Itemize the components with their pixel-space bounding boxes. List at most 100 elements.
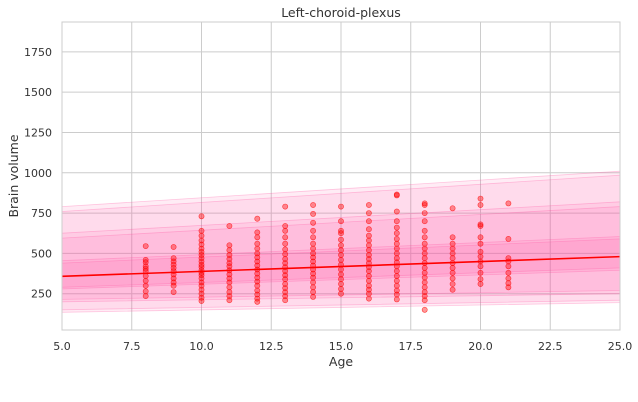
data-point xyxy=(310,219,316,226)
data-point xyxy=(338,281,344,287)
data-point xyxy=(254,270,261,277)
data-point xyxy=(393,245,400,252)
data-point xyxy=(338,227,344,234)
data-point xyxy=(282,223,289,229)
data-point xyxy=(449,240,456,247)
data-point xyxy=(449,255,456,262)
data-point xyxy=(421,264,428,271)
data-point xyxy=(477,234,484,241)
data-point xyxy=(365,226,372,233)
data-point xyxy=(338,290,344,297)
data-point xyxy=(198,237,205,244)
data-point xyxy=(365,256,372,262)
data-point xyxy=(254,274,261,281)
y-tick-label: 250 xyxy=(31,288,52,301)
data-point xyxy=(170,255,177,262)
data-point xyxy=(254,282,261,289)
data-point xyxy=(282,256,289,262)
data-point xyxy=(254,291,261,298)
data-point xyxy=(421,269,428,276)
data-point xyxy=(393,291,400,298)
data-point xyxy=(198,252,205,258)
data-point xyxy=(421,202,428,208)
data-point xyxy=(254,298,261,305)
data-point xyxy=(142,288,149,295)
data-point xyxy=(142,256,149,263)
data-point xyxy=(449,234,456,241)
data-point xyxy=(505,284,512,291)
data-point xyxy=(365,286,372,293)
data-point xyxy=(310,284,316,291)
data-point xyxy=(421,240,428,247)
data-point xyxy=(338,256,344,263)
data-point xyxy=(338,276,344,283)
data-point xyxy=(226,271,233,278)
data-point xyxy=(338,266,344,273)
data-point xyxy=(254,295,261,302)
x-tick-label: 22.5 xyxy=(538,340,563,353)
data-point xyxy=(449,269,456,276)
data-point xyxy=(226,279,233,286)
data-point xyxy=(170,275,177,282)
data-point xyxy=(421,210,428,216)
data-point xyxy=(421,297,428,304)
data-point xyxy=(393,296,400,303)
data-point xyxy=(393,240,400,247)
data-point xyxy=(421,250,428,257)
data-point xyxy=(365,273,372,279)
data-point xyxy=(310,210,316,217)
data-point xyxy=(421,200,428,207)
data-point xyxy=(226,260,233,266)
data-point xyxy=(282,289,289,295)
data-point xyxy=(338,242,344,249)
data-point xyxy=(254,229,261,236)
x-axis-ticks: 5.0 7.5 10.0 12.5 15.0 17.5 20.0 22.5 25.0 xyxy=(53,340,632,353)
data-point xyxy=(282,246,289,253)
data-point xyxy=(170,289,177,295)
data-point xyxy=(365,202,372,208)
chart-title: Left-choroid-plexus xyxy=(281,5,401,20)
data-point xyxy=(142,243,149,249)
data-point xyxy=(421,289,428,295)
data-point xyxy=(198,258,205,265)
data-point xyxy=(254,278,261,285)
data-point xyxy=(449,250,456,257)
data-point xyxy=(393,282,400,289)
data-point xyxy=(505,235,512,242)
y-axis-label: Brain volume xyxy=(6,134,21,217)
data-point xyxy=(198,275,205,282)
data-point xyxy=(449,275,456,282)
data-point xyxy=(365,282,372,289)
data-point xyxy=(282,234,289,241)
data-point xyxy=(393,235,400,242)
data-point xyxy=(226,223,233,229)
data-point xyxy=(226,289,233,295)
data-point xyxy=(477,269,484,276)
data-point xyxy=(170,244,177,250)
data-point xyxy=(226,247,233,254)
data-point xyxy=(477,240,484,247)
data-point xyxy=(421,245,428,252)
data-point xyxy=(310,254,316,261)
data-point xyxy=(310,293,316,300)
data-point xyxy=(282,276,289,283)
data-point xyxy=(142,293,149,299)
data-point xyxy=(170,261,177,268)
data-point xyxy=(198,248,205,255)
data-point xyxy=(226,242,233,249)
data-point xyxy=(170,264,177,271)
data-point xyxy=(282,251,289,258)
x-tick-label: 5.0 xyxy=(53,340,71,353)
data-point xyxy=(365,295,372,302)
data-point xyxy=(254,254,261,261)
data-point xyxy=(198,241,205,248)
data-point xyxy=(198,290,205,297)
fit-line xyxy=(61,255,621,278)
data-point xyxy=(365,232,372,239)
data-point xyxy=(477,248,484,255)
data-point xyxy=(421,255,428,262)
data-point xyxy=(338,285,344,292)
data-point xyxy=(449,281,456,287)
data-point xyxy=(393,191,400,198)
